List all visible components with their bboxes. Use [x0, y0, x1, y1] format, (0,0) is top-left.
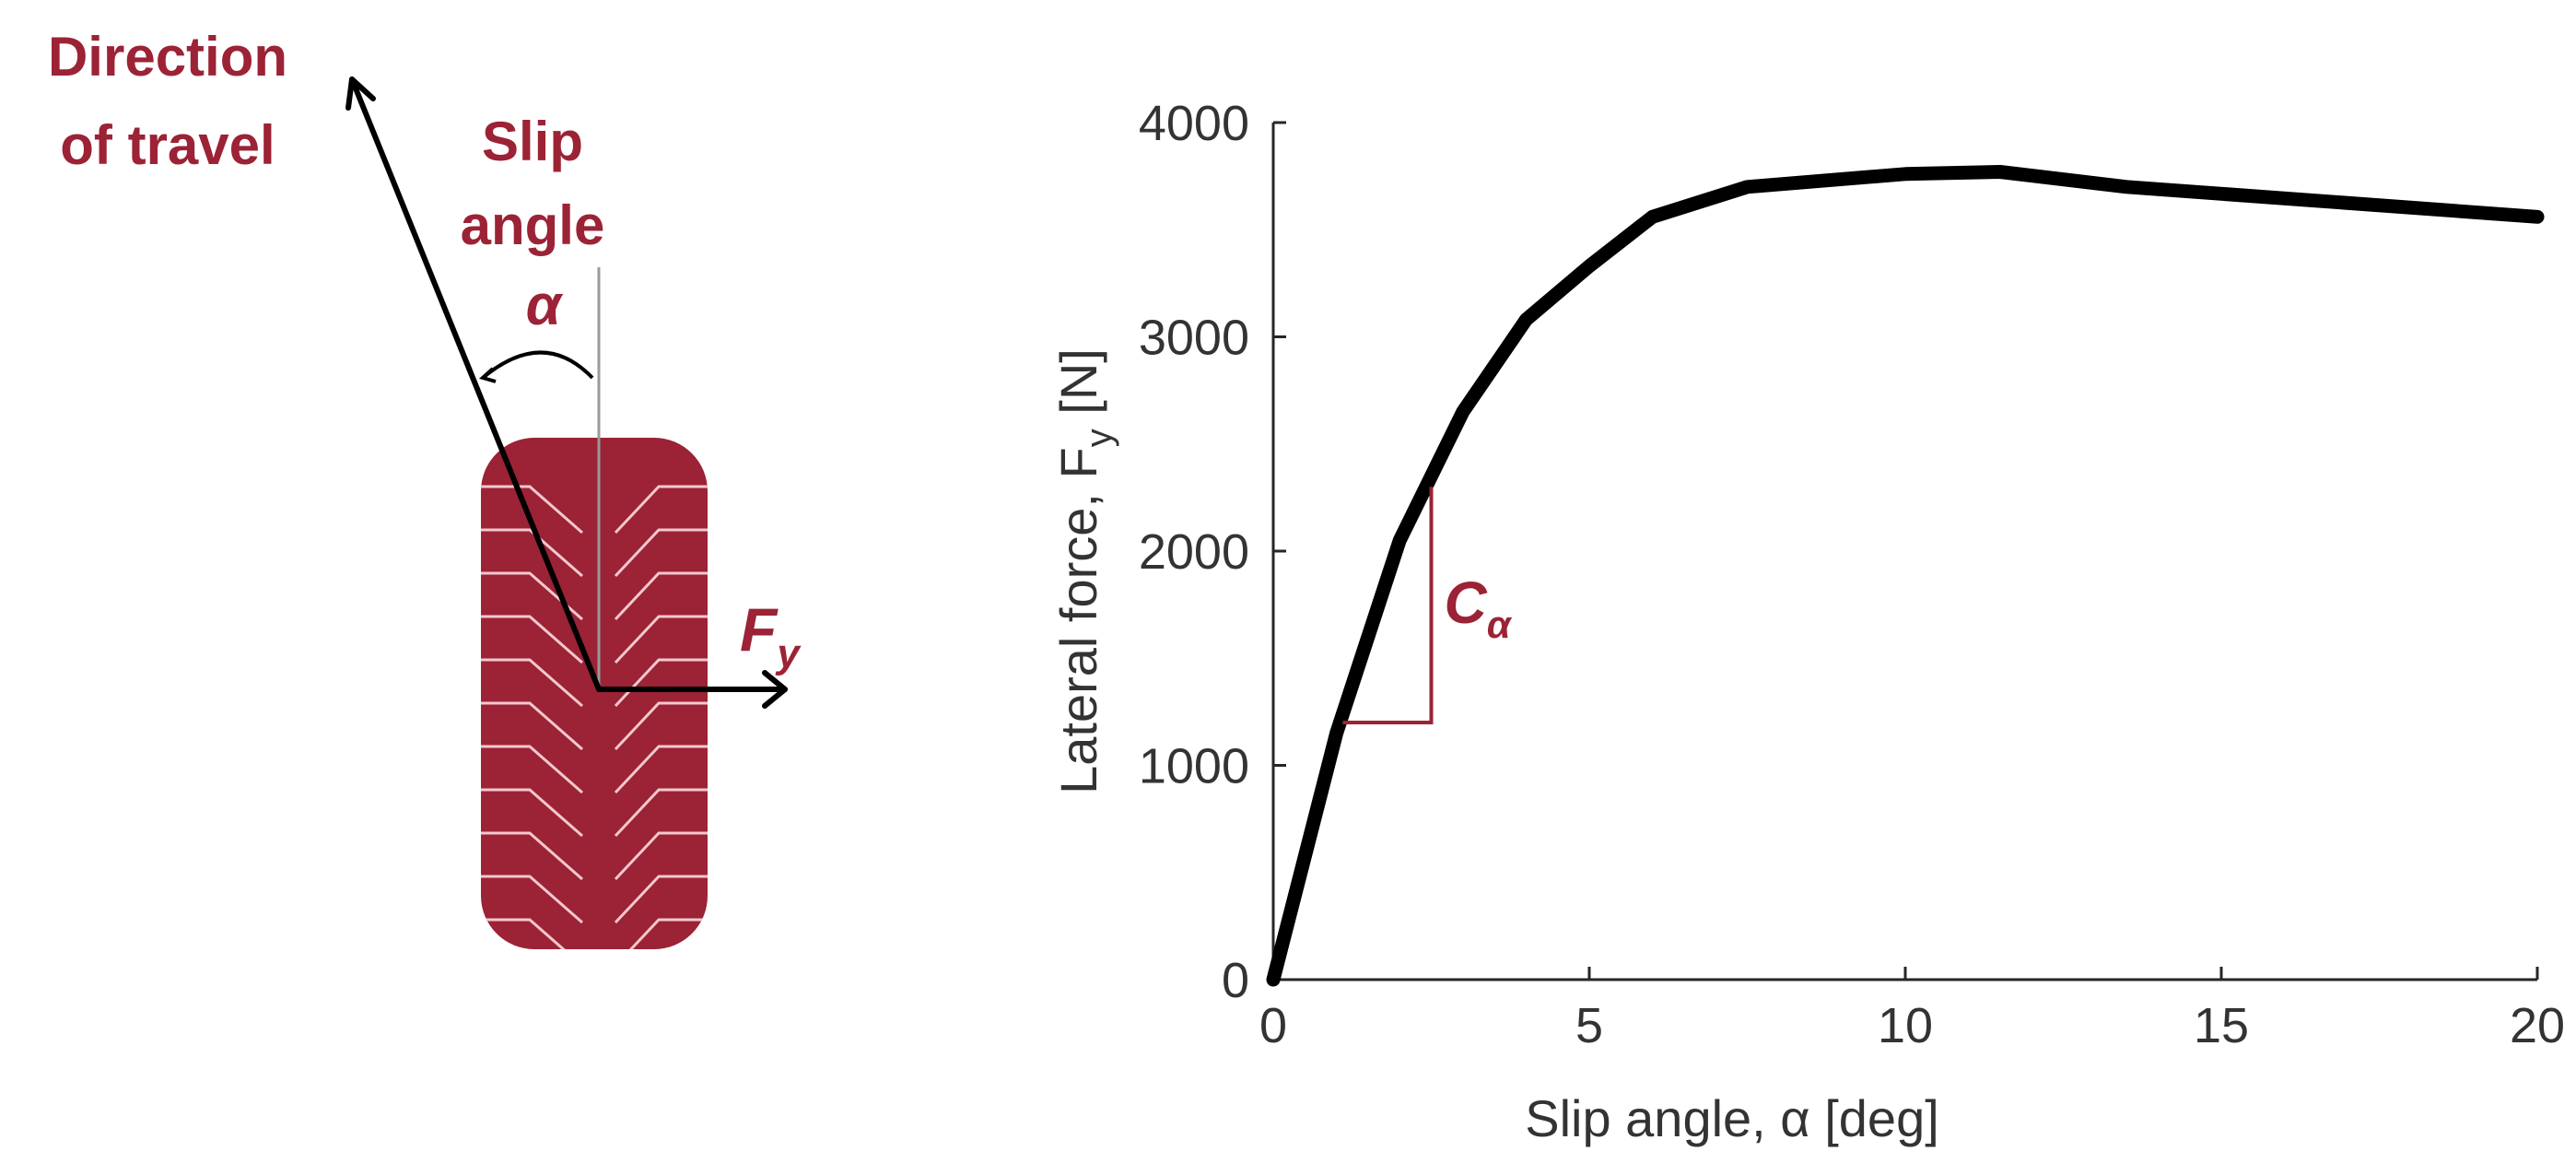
chart-axes — [1271, 123, 2537, 981]
tread-left-6 — [481, 745, 583, 794]
data-point — [2125, 185, 2128, 188]
tread-left-3 — [481, 615, 583, 664]
chart-ticks: 0 5 10 15 20 0 1000 2000 3000 4000 — [1139, 96, 2565, 1053]
data-point — [1272, 979, 1274, 981]
tread-left-5 — [481, 701, 583, 751]
y-tick-label: 4000 — [1139, 96, 1249, 151]
x-tick-label: 10 — [1878, 998, 1933, 1053]
series-points — [1272, 170, 2538, 981]
direction-arrow — [345, 76, 602, 692]
data-point — [1399, 539, 1401, 542]
data-point — [1588, 264, 1590, 267]
tread-left-4 — [481, 658, 583, 708]
y-axis-label: Lateral force, Fy [N] — [1049, 348, 1119, 794]
slip-angle-label-line1: Slip — [482, 111, 583, 172]
tread-left-1 — [481, 528, 583, 578]
direction-label-line1: Direction — [48, 26, 287, 88]
tread-left-0 — [481, 485, 583, 535]
tread-right-10 — [614, 918, 708, 949]
data-point — [1525, 318, 1528, 321]
tread-left-11 — [481, 963, 582, 1009]
tread-right-5 — [614, 701, 708, 751]
slip-angle-arc-arrowhead — [478, 367, 497, 383]
cornering-stiffness-subscript: α — [1487, 603, 1513, 646]
x-tick-label: 15 — [2194, 998, 2249, 1053]
tire-diagram: Direction of travel Slip angle α Fy — [48, 26, 802, 1009]
data-point — [2536, 216, 2538, 218]
slip-angle-label-line2: angle — [461, 194, 605, 256]
y-axis-label-subscript: y — [1079, 429, 1119, 447]
slip-angle-arc — [481, 350, 594, 380]
x-tick-label: 0 — [1259, 998, 1287, 1053]
tire-body — [481, 438, 708, 949]
tread-left-7 — [481, 788, 583, 838]
tread-left-8 — [481, 831, 583, 881]
lateral-force-symbol: Fy — [740, 595, 802, 676]
y-tick-label: 0 — [1222, 953, 1249, 1008]
data-point — [1651, 216, 1654, 218]
tread-right-8 — [614, 831, 708, 881]
data-point — [1335, 732, 1338, 734]
data-point — [1998, 170, 2001, 173]
tread-right-3 — [614, 615, 708, 664]
direction-label-line2: of travel — [60, 114, 275, 176]
tread-right-11 — [615, 963, 708, 1009]
y-tick-label: 3000 — [1139, 311, 1249, 366]
tread-right-0 — [614, 485, 708, 535]
x-axis-label: Slip angle, α [deg] — [1525, 1089, 1939, 1147]
data-point — [1904, 172, 1906, 175]
y-tick-label: 1000 — [1139, 739, 1249, 794]
tread-right-2 — [614, 571, 708, 621]
tread-right-7 — [614, 788, 708, 838]
cornering-stiffness-label: Cα — [1445, 570, 1513, 646]
tread-left-10 — [481, 918, 583, 949]
tread-right-6 — [614, 745, 708, 794]
tread-left-9 — [481, 875, 583, 924]
y-tick-label: 2000 — [1139, 524, 1249, 580]
tire-tread-pattern — [481, 485, 708, 1009]
series-line — [1266, 165, 2545, 987]
cornering-stiffness-triangle — [1342, 487, 1434, 724]
tread-right-9 — [614, 875, 708, 924]
x-tick-label: 20 — [2510, 998, 2565, 1053]
data-point — [1461, 410, 1464, 413]
chart: 0 5 10 15 20 0 1000 2000 3000 4000 Cα Slip angle,… — [1049, 96, 2565, 1147]
lateral-force-subscript: y — [775, 631, 802, 676]
tread-right-1 — [614, 528, 708, 578]
alpha-symbol: α — [526, 274, 564, 337]
data-point — [1746, 185, 1749, 188]
x-tick-label: 5 — [1575, 998, 1603, 1053]
lateral-force-arrow — [596, 670, 788, 709]
